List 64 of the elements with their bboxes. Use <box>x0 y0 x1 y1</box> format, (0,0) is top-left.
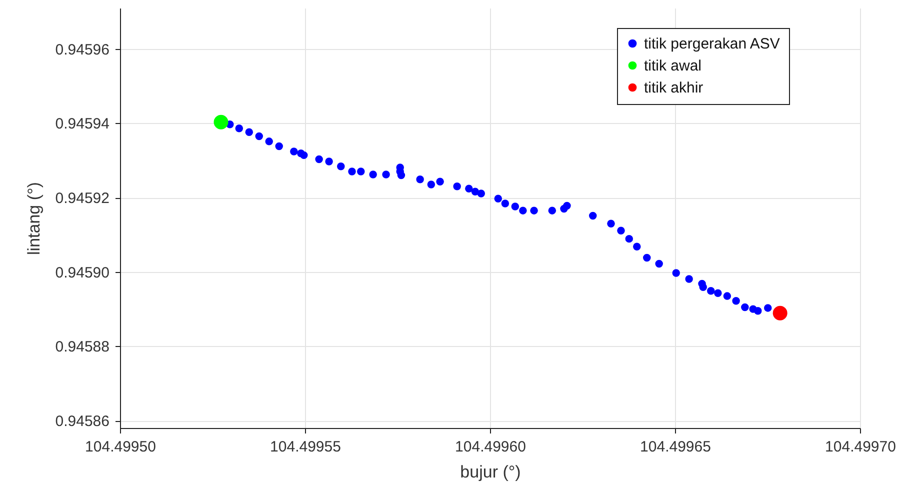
point <box>325 158 333 166</box>
point <box>501 200 510 208</box>
point <box>397 171 406 180</box>
point <box>772 306 788 320</box>
point <box>617 226 625 235</box>
legend-label: titik akhir <box>644 80 704 96</box>
point <box>625 234 633 243</box>
point <box>643 254 651 262</box>
x-tick-label: 104.49970 <box>825 438 896 456</box>
point <box>453 182 461 190</box>
x-axis-title: bujur (°) <box>460 462 521 482</box>
point <box>382 170 390 178</box>
point <box>530 206 538 214</box>
point <box>416 175 424 184</box>
point <box>754 307 762 315</box>
point <box>275 142 283 150</box>
legend-label: titik pergerakan ASV <box>644 36 780 52</box>
point <box>588 212 597 220</box>
point <box>707 286 715 295</box>
x-tick-label: 104.49955 <box>270 438 341 456</box>
point <box>290 148 298 156</box>
point <box>741 303 749 312</box>
point <box>714 289 722 297</box>
y-axis-title: lintang (°) <box>24 182 44 255</box>
point <box>245 128 254 136</box>
point <box>699 283 707 291</box>
y-tick-label: 0.94596 <box>55 41 110 58</box>
y-tick-label: 0.94594 <box>55 116 110 133</box>
point <box>436 178 444 186</box>
y-tick-label: 0.94590 <box>55 264 110 282</box>
point <box>477 190 485 198</box>
point <box>356 168 365 176</box>
point <box>337 162 345 170</box>
point <box>655 260 663 268</box>
y-tick-label: 0.94592 <box>55 190 110 208</box>
point <box>235 124 244 132</box>
point <box>519 206 527 214</box>
point <box>548 206 556 214</box>
point <box>685 275 693 283</box>
point <box>315 155 323 164</box>
point <box>300 151 308 160</box>
point <box>607 220 615 228</box>
point <box>427 180 436 188</box>
point <box>348 168 356 176</box>
point <box>214 114 228 130</box>
point <box>723 292 732 300</box>
point <box>494 194 502 203</box>
point <box>369 170 377 178</box>
y-tick-label: 0.94586 <box>55 413 110 430</box>
point <box>563 202 571 210</box>
point <box>471 188 480 196</box>
point <box>633 242 641 250</box>
point <box>511 202 520 210</box>
point <box>672 269 680 277</box>
point <box>255 132 263 140</box>
point <box>764 304 772 312</box>
point <box>265 138 273 146</box>
legend-label: titik awal <box>644 58 702 74</box>
y-tick-label: 0.94588 <box>55 338 110 356</box>
point <box>465 184 473 193</box>
x-tick-label: 104.49965 <box>640 438 711 456</box>
point <box>732 297 740 305</box>
x-tick-label: 104.49950 <box>85 438 156 456</box>
x-tick-label: 104.49960 <box>455 438 526 456</box>
